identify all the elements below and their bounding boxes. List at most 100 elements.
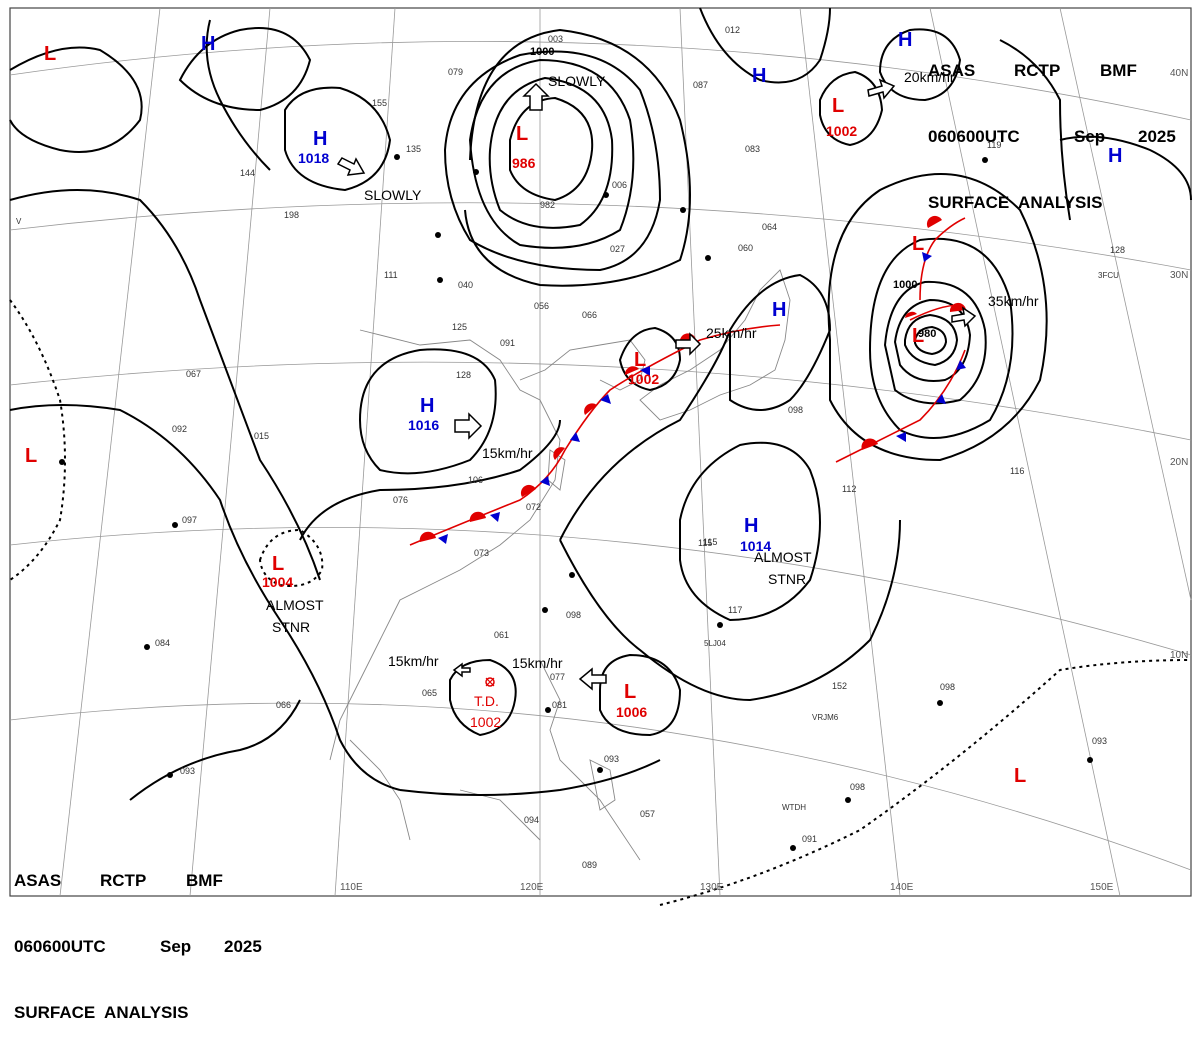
station-value: 155 <box>372 98 387 108</box>
td-value: 1002 <box>470 714 501 730</box>
station-value: 098 <box>940 682 955 692</box>
station-value: 079 <box>448 67 463 77</box>
date-word: Sep <box>1074 127 1106 146</box>
high-center-symbol-extra: H <box>1108 145 1122 167</box>
station-value: 115 <box>703 537 717 547</box>
station-value: 093 <box>1092 736 1107 746</box>
station-value: 089 <box>582 860 597 870</box>
movement-label: SLOWLY <box>548 73 606 89</box>
isobar-label: 1000 <box>893 279 917 291</box>
station-value: 091 <box>802 834 817 844</box>
station-value: 112 <box>842 484 856 494</box>
station-value: 097 <box>182 515 197 525</box>
station-code: VRJM6 <box>812 713 839 722</box>
high-center-symbol: H <box>313 128 327 150</box>
lon-label: 110E <box>340 882 363 893</box>
station-value: 076 <box>393 495 408 505</box>
station-value: 015 <box>254 431 269 441</box>
station-value: 125 <box>452 322 467 332</box>
station-value: 093 <box>604 754 619 764</box>
low-center-symbol-extra: L <box>912 233 924 255</box>
station-value: 081 <box>552 700 567 710</box>
movement-label: 15km/hr <box>482 445 533 461</box>
date-word: 060600UTC <box>928 127 1020 146</box>
isobars <box>9 7 1192 801</box>
station-value: 092 <box>172 424 187 434</box>
station-value: 098 <box>788 405 803 415</box>
low-center-symbol: L <box>624 681 636 703</box>
low-center-symbol: L <box>634 349 646 371</box>
product-title: SURFACE ANALYSIS <box>14 1003 189 1022</box>
station-marks <box>59 154 1093 851</box>
high-center-value: 1014 <box>740 538 771 554</box>
high-center-symbol: H <box>744 515 758 537</box>
tropical-depression: T.D. 1002 <box>470 677 501 730</box>
station-value: 006 <box>612 180 627 190</box>
station-value: 077 <box>550 672 565 682</box>
agency-word: BMF <box>186 871 223 890</box>
station-code: 3FCU <box>1098 271 1119 280</box>
high-center-value: 1018 <box>298 150 329 166</box>
movement-label: 15km/hr <box>512 655 563 671</box>
station-value: 128 <box>1110 245 1125 255</box>
station-value: 982 <box>540 200 555 210</box>
movement-label: 15km/hr <box>388 653 439 669</box>
high-center-symbol: H <box>772 299 786 321</box>
station-value: 135 <box>406 144 421 154</box>
agency-word: ASAS <box>928 61 976 80</box>
low-center-value: 1002 <box>826 123 857 139</box>
station-value: 106 <box>468 475 483 485</box>
date-word: 2025 <box>1138 127 1176 146</box>
station-value: 027 <box>610 244 625 254</box>
stationary-label: ALMOST <box>754 549 812 565</box>
station-value: 067 <box>186 369 201 379</box>
station-value: 117 <box>728 605 742 615</box>
low-center-value: 1006 <box>616 704 647 720</box>
product-title: SURFACE ANALYSIS <box>928 193 1103 212</box>
high-center-symbol-extra: H <box>201 33 215 55</box>
high-center-symbol: H <box>420 395 434 417</box>
td-label: T.D. <box>474 693 499 709</box>
low-center-symbol: L <box>832 95 844 117</box>
station-value: 111 <box>384 270 398 280</box>
agency-word: ASAS <box>14 871 62 890</box>
station-code: WTDH <box>782 803 806 812</box>
lon-label: 130E <box>700 882 724 893</box>
stationary-label: ALMOST <box>266 597 324 613</box>
weather-map: 40N 30N 20N 10N 110E 120E 130E 140E 150E… <box>9 7 1192 906</box>
station-value: 115 <box>698 538 712 548</box>
station-value: 064 <box>762 222 777 232</box>
low-center-symbol: L <box>912 325 924 347</box>
station-value: 198 <box>284 210 299 220</box>
station-value: 066 <box>276 700 291 710</box>
high-center-symbol-extra: H <box>752 65 766 87</box>
station-value: 119 <box>987 140 1001 150</box>
station-code: V <box>16 217 22 226</box>
low-center-value: 1002 <box>628 371 659 387</box>
low-center-value: 1004 <box>262 574 293 590</box>
lon-label: 140E <box>890 882 914 893</box>
station-value: 087 <box>693 80 708 90</box>
station-value: 128 <box>456 370 471 380</box>
station-value: 093 <box>180 766 195 776</box>
station-value: 094 <box>524 815 539 825</box>
station-value: 098 <box>566 610 581 620</box>
agency-word: BMF <box>1100 61 1137 80</box>
header-top-right: ASAS RCTP BMF 060600UTC Sep 2025 SURFACE ANA… <box>928 16 1176 236</box>
date-word: Sep <box>160 937 192 956</box>
station-value: 098 <box>850 782 865 792</box>
low-center-symbol: L <box>272 553 284 575</box>
station-value: 084 <box>155 638 170 648</box>
station-value: 012 <box>725 25 740 35</box>
station-value: 061 <box>494 630 509 640</box>
movement-arrows <box>336 78 977 691</box>
header-bottom-left: ASAS RCTP BMF 060600UTC Sep 2025 SURFACE ANA… <box>14 826 262 1046</box>
lat-label-40n: 40N <box>1170 68 1188 79</box>
station-value: 072 <box>526 502 541 512</box>
lat-label: 20N <box>1170 457 1188 468</box>
station-value: 040 <box>458 280 473 290</box>
station-value: 152 <box>832 681 847 691</box>
station-value: 144 <box>240 168 255 178</box>
station-code: 5LJ04 <box>704 639 726 648</box>
agency-word: RCTP <box>1014 61 1061 80</box>
